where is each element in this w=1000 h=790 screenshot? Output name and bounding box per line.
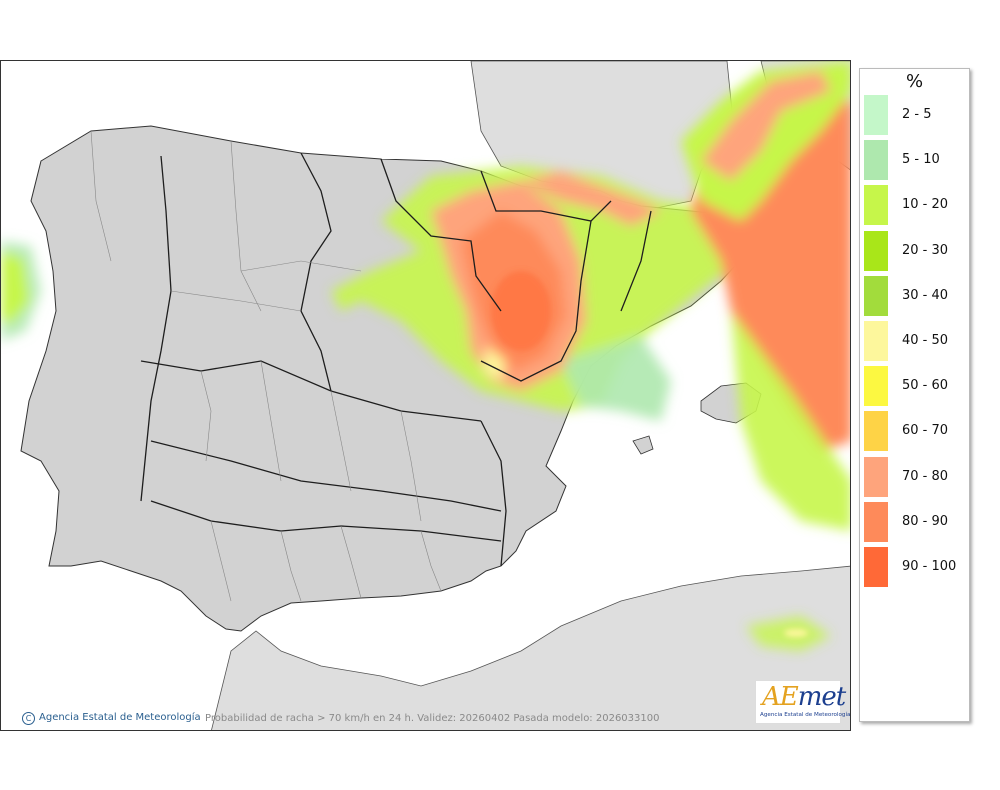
map-caption: Probabilidad de racha > 70 km/h en 24 h.… [205,713,660,724]
logo-word-rest: met [797,682,846,712]
logo-letter-e: E [779,682,799,712]
legend-label: 10 - 20 [902,197,949,213]
legend-item: 5 - 10 [864,140,964,181]
legend-label: 80 - 90 [902,513,949,529]
legend-label: 50 - 60 [902,378,949,394]
legend-swatch [864,140,888,181]
legend-label: 60 - 70 [902,423,949,439]
ibiza-land [632,435,654,455]
legend-item: 80 - 90 [864,501,964,542]
legend-label: 40 - 50 [902,333,949,348]
legend-unit: % [905,71,924,92]
forecast-map [0,60,851,731]
legend-item: 40 - 50 [864,321,964,361]
probability-legend: % 2 - 5 5 - 10 10 - 20 20 - 30 30 - 40 40 - 5… [859,68,970,722]
region-boundaries [140,152,652,567]
logo-letter-a: A [762,682,781,712]
legend-item: 10 - 20 [864,185,964,226]
legend-swatch [864,501,888,542]
legend-swatch [864,321,888,361]
legend-label: 20 - 30 [902,242,949,258]
legend-label: 30 - 40 [902,287,949,303]
legend-item: 30 - 40 [864,275,964,316]
legend-item: 2 - 5 [864,95,964,135]
aemet-logo-subtitle: Agencia Estatal de Meteorología [760,712,851,718]
legend-item: 70 - 80 [864,456,964,497]
aemet-logo-word: AEmet [762,682,846,712]
aemet-logo: AEmet Agencia Estatal de Meteorología [755,680,850,724]
legend-label: 70 - 80 [902,468,949,484]
legend-label: 90 - 100 [902,559,957,574]
legend-item: 60 - 70 [864,411,964,452]
legend-swatch [864,95,888,135]
map-canvas [1,61,850,730]
legend-swatch [864,366,888,407]
province-boundaries [90,130,442,602]
legend-swatch [864,411,888,452]
legend-item: 50 - 60 [864,366,964,407]
africa-land [211,565,850,730]
legend-swatch [864,456,888,497]
legend-swatch [864,185,888,226]
legend-swatch [864,275,888,316]
agency-credit-text: Agencia Estatal de Meteorología [39,712,201,723]
legend-item: 20 - 30 [864,230,964,271]
legend-label: 2 - 5 [902,107,932,122]
legend-label: 5 - 10 [902,152,940,168]
legend-item: 90 - 100 [864,547,964,587]
legend-swatch [864,547,888,587]
copyright-icon: C [22,712,35,725]
probability-overlay [1,61,850,651]
agency-credit: C Agencia Estatal de Meteorología [22,712,201,725]
legend-swatch [864,230,888,271]
